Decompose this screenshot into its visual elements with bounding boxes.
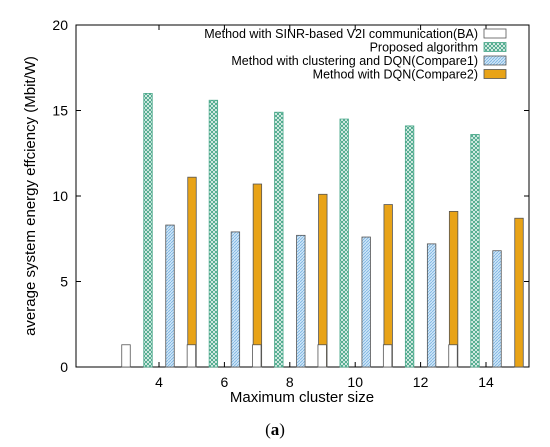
caption-close-paren: ): [279, 420, 285, 439]
bar-method-with-sinr-based-v2i-communication-ba: [186, 344, 197, 368]
x-tick-label: 6: [221, 374, 229, 390]
x-axis-title: Maximum cluster size: [230, 389, 374, 406]
legend-swatch: [483, 42, 507, 52]
bar-method-with-clustering-and-dqn-compare1: [230, 231, 241, 368]
bar-proposed-algorithm: [339, 118, 349, 368]
y-tick-label: 5: [60, 274, 68, 290]
y-tick-label: 0: [60, 359, 68, 375]
bar-method-with-clustering-and-dqn-compare1: [165, 224, 175, 368]
bar-method-with-clustering-and-dqn-compare1: [426, 243, 437, 368]
bar-method-with-dqn-compare2: [514, 217, 524, 368]
bar-method-with-dqn-compare2: [383, 204, 393, 368]
bar-proposed-algorithm: [208, 99, 219, 368]
bar-method-with-dqn-compare2: [252, 183, 263, 368]
bar-method-with-clustering-and-dqn-compare1: [296, 234, 306, 368]
bar-method-with-dqn-compare2: [187, 176, 197, 368]
bar-method-with-dqn-compare2: [318, 193, 328, 368]
x-tick-label: 10: [347, 374, 363, 390]
bar-proposed-algorithm: [470, 134, 480, 368]
bar-method-with-dqn-compare2: [448, 210, 459, 368]
bar-method-with-sinr-based-v2i-communication-ba: [317, 344, 327, 368]
bar-method-with-sinr-based-v2i-communication-ba: [121, 344, 131, 368]
caption-label: a: [271, 420, 280, 439]
x-axis-ticks: 4 6 8 10 12 14: [155, 25, 494, 390]
x-tick-label: 8: [286, 374, 294, 390]
bar-method-with-sinr-based-v2i-communication-ba: [448, 344, 458, 368]
legend: Method with SINR-based V2I communication…: [204, 27, 507, 82]
bar-proposed-algorithm: [143, 93, 153, 368]
bar-method-with-clustering-and-dqn-compare1: [361, 236, 371, 368]
legend-swatch: [483, 28, 507, 39]
y-tick-label: 10: [52, 188, 68, 204]
x-tick-label: 14: [478, 374, 494, 390]
y-axis-ticks: 0 5 10 15 20: [52, 17, 529, 375]
figure-caption: (a): [265, 420, 285, 439]
x-tick-label: 12: [413, 374, 429, 390]
x-tick-label: 4: [155, 374, 163, 390]
bars: [121, 93, 524, 368]
legend-label: Proposed algorithm: [370, 41, 478, 55]
legend-label: Method with DQN(Compare2): [313, 68, 478, 82]
legend-swatch: [483, 55, 507, 66]
y-tick-label: 20: [52, 17, 68, 33]
legend-swatch: [483, 69, 507, 79]
legend-label: Method with SINR-based V2I communication…: [204, 27, 478, 41]
bar-proposed-algorithm: [274, 111, 284, 368]
y-axis-title: average system energy effciency (Mbit/W): [22, 56, 39, 336]
bar-method-with-sinr-based-v2i-communication-ba: [252, 344, 262, 368]
bar-method-with-clustering-and-dqn-compare1: [492, 250, 502, 368]
legend-label: Method with clustering and DQN(Compare1): [231, 54, 478, 68]
bar-proposed-algorithm: [404, 125, 415, 368]
caption-open-paren: (: [265, 420, 271, 439]
y-tick-label: 15: [52, 103, 68, 119]
bar-method-with-sinr-based-v2i-communication-ba: [382, 344, 393, 368]
